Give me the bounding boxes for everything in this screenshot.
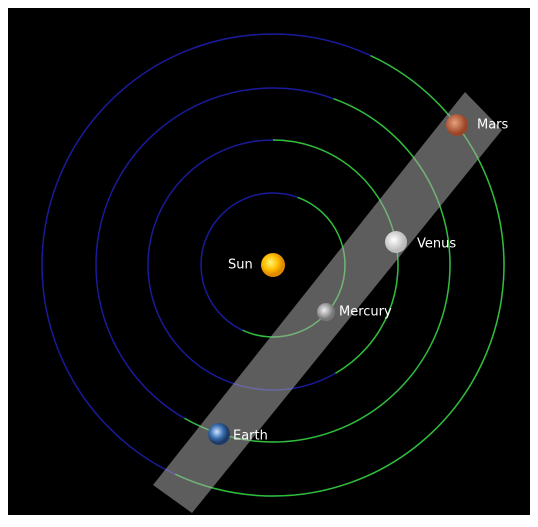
mars-label: Mars bbox=[477, 118, 509, 133]
sun-label: Sun bbox=[228, 258, 253, 273]
mercury-label: Mercury bbox=[339, 305, 392, 320]
earth-label: Earth bbox=[233, 429, 268, 444]
mercury bbox=[317, 303, 335, 321]
earth bbox=[208, 423, 230, 445]
venus-label: Venus bbox=[417, 237, 456, 252]
mars bbox=[446, 114, 468, 136]
sun bbox=[261, 253, 285, 277]
venus bbox=[385, 231, 407, 253]
solar-diagram: Sun Mercury Venus Earth Mars bbox=[0, 0, 538, 527]
